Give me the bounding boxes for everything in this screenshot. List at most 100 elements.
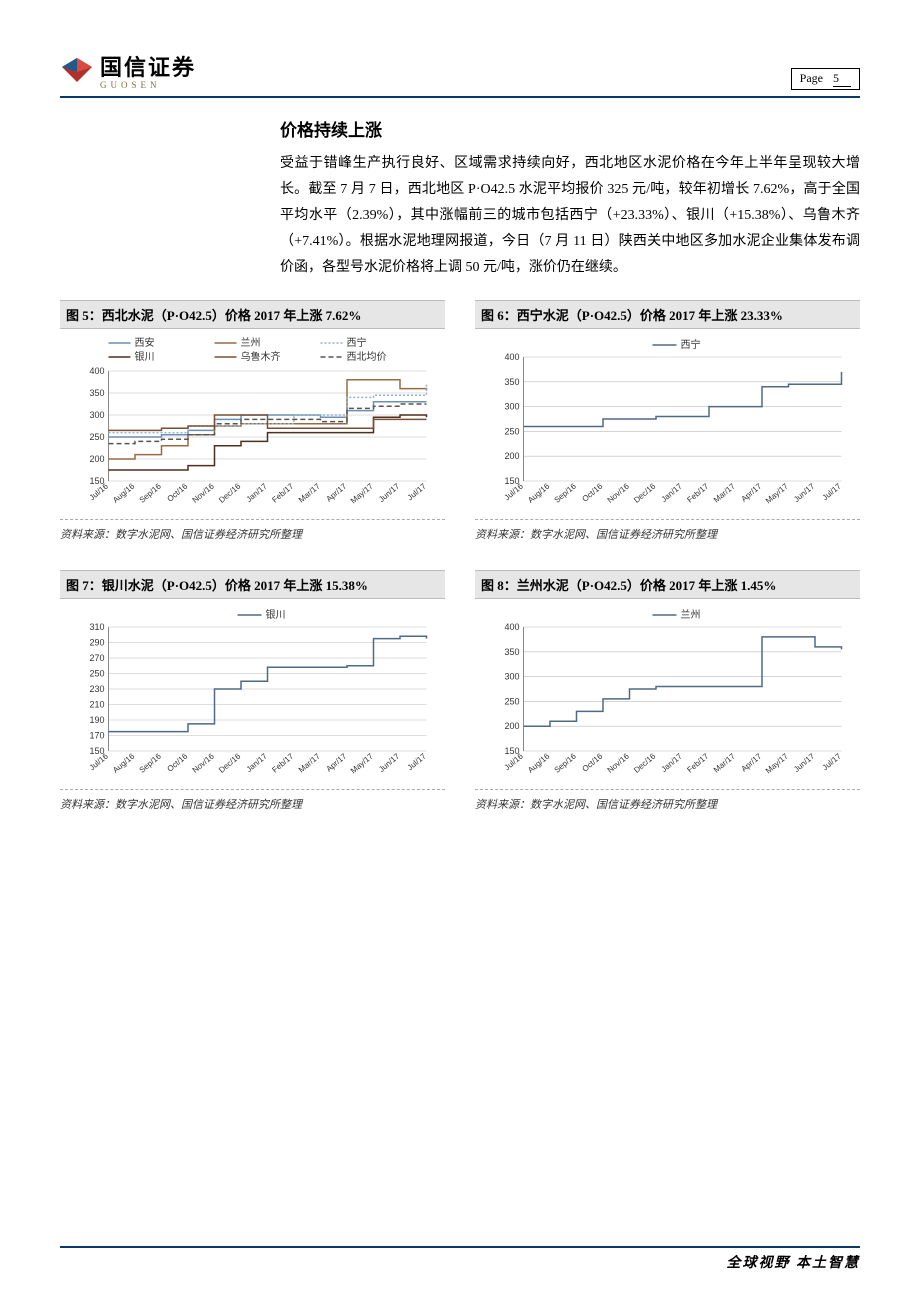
svg-text:200: 200: [89, 454, 104, 464]
svg-text:Oct/16: Oct/16: [580, 482, 604, 504]
svg-text:170: 170: [89, 731, 104, 741]
chart-8-separator: [475, 789, 860, 790]
svg-text:Aug/16: Aug/16: [526, 752, 552, 776]
svg-text:Dec/16: Dec/16: [632, 752, 658, 776]
chart-8-title: 图 8：兰州水泥（P·O42.5）价格 2017 年上涨 1.45%: [475, 570, 860, 599]
svg-text:290: 290: [89, 638, 104, 648]
svg-text:190: 190: [89, 715, 104, 725]
svg-text:Jul/17: Jul/17: [406, 482, 429, 503]
company-logo: 国信证券 GUOSEN: [60, 50, 196, 90]
svg-text:230: 230: [89, 684, 104, 694]
svg-text:Feb/17: Feb/17: [270, 752, 295, 775]
svg-text:Sep/16: Sep/16: [138, 752, 164, 776]
page-number: 5: [833, 71, 851, 87]
svg-text:Dec/16: Dec/16: [217, 482, 243, 506]
chart-7: 图 7：银川水泥（P·O42.5）价格 2017 年上涨 15.38% 银川15…: [60, 570, 445, 840]
chart-6: 图 6：西宁水泥（P·O42.5）价格 2017 年上涨 23.33% 西宁15…: [475, 300, 860, 570]
page: 国信证券 GUOSEN Page 5 价格持续上涨 受益于错峰生产执行良好、区域…: [0, 0, 920, 1302]
page-label: Page: [800, 71, 823, 87]
svg-text:Jun/17: Jun/17: [377, 482, 402, 505]
logo-diamond-icon: [60, 56, 94, 84]
svg-text:Jun/17: Jun/17: [377, 752, 402, 775]
svg-text:Jun/17: Jun/17: [792, 482, 817, 505]
svg-text:西宁: 西宁: [347, 337, 367, 349]
svg-text:300: 300: [504, 672, 519, 682]
chart-6-title: 图 6：西宁水泥（P·O42.5）价格 2017 年上涨 23.33%: [475, 300, 860, 329]
svg-text:Feb/17: Feb/17: [685, 752, 710, 775]
chart-7-source: 资料来源：数字水泥网、国信证券经济研究所整理: [60, 796, 445, 812]
chart-8-source: 资料来源：数字水泥网、国信证券经济研究所整理: [475, 796, 860, 812]
svg-text:Oct/16: Oct/16: [165, 482, 189, 504]
svg-text:Aug/16: Aug/16: [111, 752, 137, 776]
svg-text:Apr/17: Apr/17: [739, 752, 763, 774]
svg-text:Jan/17: Jan/17: [245, 752, 270, 775]
svg-text:西北均价: 西北均价: [347, 351, 387, 363]
svg-text:乌鲁木齐: 乌鲁木齐: [241, 350, 281, 363]
svg-text:Feb/17: Feb/17: [270, 482, 295, 505]
svg-text:200: 200: [504, 722, 519, 732]
svg-text:Nov/16: Nov/16: [606, 752, 632, 776]
svg-text:350: 350: [504, 377, 519, 387]
svg-text:Aug/16: Aug/16: [111, 482, 137, 506]
chart-5-separator: [60, 519, 445, 520]
svg-text:400: 400: [504, 622, 519, 632]
svg-text:兰州: 兰州: [681, 608, 701, 621]
chart-8-body: 兰州150200250300350400Jul/16Aug/16Sep/16Oc…: [475, 599, 860, 779]
svg-text:Apr/17: Apr/17: [324, 752, 348, 774]
page-header: 国信证券 GUOSEN Page 5: [60, 50, 860, 90]
svg-text:210: 210: [89, 700, 104, 710]
chart-5-body: 西安兰州西宁银川乌鲁木齐西北均价150200250300350400Jul/16…: [60, 329, 445, 509]
svg-text:Nov/16: Nov/16: [191, 482, 217, 506]
footer-tagline: 全球视野 本土智慧: [60, 1252, 860, 1272]
chart-7-title: 图 7：银川水泥（P·O42.5）价格 2017 年上涨 15.38%: [60, 570, 445, 599]
svg-text:Jul/17: Jul/17: [821, 752, 844, 773]
svg-text:Dec/16: Dec/16: [217, 752, 243, 776]
svg-text:May/17: May/17: [764, 752, 790, 776]
svg-text:Apr/17: Apr/17: [739, 482, 763, 504]
chart-7-separator: [60, 789, 445, 790]
svg-text:Sep/16: Sep/16: [138, 482, 164, 506]
chart-7-body: 银川150170190210230250270290310Jul/16Aug/1…: [60, 599, 445, 779]
svg-text:350: 350: [504, 647, 519, 657]
svg-text:Aug/16: Aug/16: [526, 482, 552, 506]
svg-text:西安: 西安: [135, 337, 155, 349]
chart-row-1: 图 5：西北水泥（P·O42.5）价格 2017 年上涨 7.62% 西安兰州西…: [60, 300, 860, 570]
section-paragraph: 受益于错峰生产执行良好、区域需求持续向好，西北地区水泥价格在今年上半年呈现较大增…: [280, 151, 860, 280]
svg-text:Nov/16: Nov/16: [606, 482, 632, 506]
footer-rule: [60, 1246, 860, 1248]
svg-text:Oct/16: Oct/16: [165, 752, 189, 774]
svg-text:银川: 银川: [266, 608, 286, 621]
section-title: 价格持续上涨: [280, 116, 860, 141]
chart-6-separator: [475, 519, 860, 520]
logo-text-block: 国信证券 GUOSEN: [100, 50, 196, 90]
svg-text:250: 250: [504, 427, 519, 437]
chart-6-source: 资料来源：数字水泥网、国信证券经济研究所整理: [475, 526, 860, 542]
svg-text:400: 400: [89, 366, 104, 376]
page-footer: 全球视野 本土智慧: [60, 1246, 860, 1272]
svg-text:400: 400: [504, 352, 519, 362]
svg-text:May/17: May/17: [764, 482, 790, 506]
svg-text:Jul/17: Jul/17: [406, 752, 429, 773]
svg-text:Oct/16: Oct/16: [580, 752, 604, 774]
svg-text:Mar/17: Mar/17: [712, 752, 737, 775]
svg-text:310: 310: [89, 622, 104, 632]
svg-text:Jul/17: Jul/17: [821, 482, 844, 503]
svg-text:200: 200: [504, 452, 519, 462]
svg-text:Mar/17: Mar/17: [712, 482, 737, 505]
chart-8: 图 8：兰州水泥（P·O42.5）价格 2017 年上涨 1.45% 兰州150…: [475, 570, 860, 840]
svg-text:Jan/17: Jan/17: [245, 482, 270, 505]
svg-text:Mar/17: Mar/17: [297, 752, 322, 775]
chart-6-body: 西宁150200250300350400Jul/16Aug/16Sep/16Oc…: [475, 329, 860, 509]
chart-5: 图 5：西北水泥（P·O42.5）价格 2017 年上涨 7.62% 西安兰州西…: [60, 300, 445, 570]
svg-text:Sep/16: Sep/16: [553, 752, 579, 776]
chart-5-source: 资料来源：数字水泥网、国信证券经济研究所整理: [60, 526, 445, 542]
body-column: 价格持续上涨 受益于错峰生产执行良好、区域需求持续向好，西北地区水泥价格在今年上…: [280, 116, 860, 280]
svg-text:Jun/17: Jun/17: [792, 752, 817, 775]
svg-text:Mar/17: Mar/17: [297, 482, 322, 505]
svg-text:300: 300: [89, 410, 104, 420]
chart-row-2: 图 7：银川水泥（P·O42.5）价格 2017 年上涨 15.38% 银川15…: [60, 570, 860, 840]
svg-text:西宁: 西宁: [681, 338, 701, 351]
svg-text:300: 300: [504, 402, 519, 412]
company-name: 国信证券: [100, 50, 196, 82]
svg-text:Dec/16: Dec/16: [632, 482, 658, 506]
